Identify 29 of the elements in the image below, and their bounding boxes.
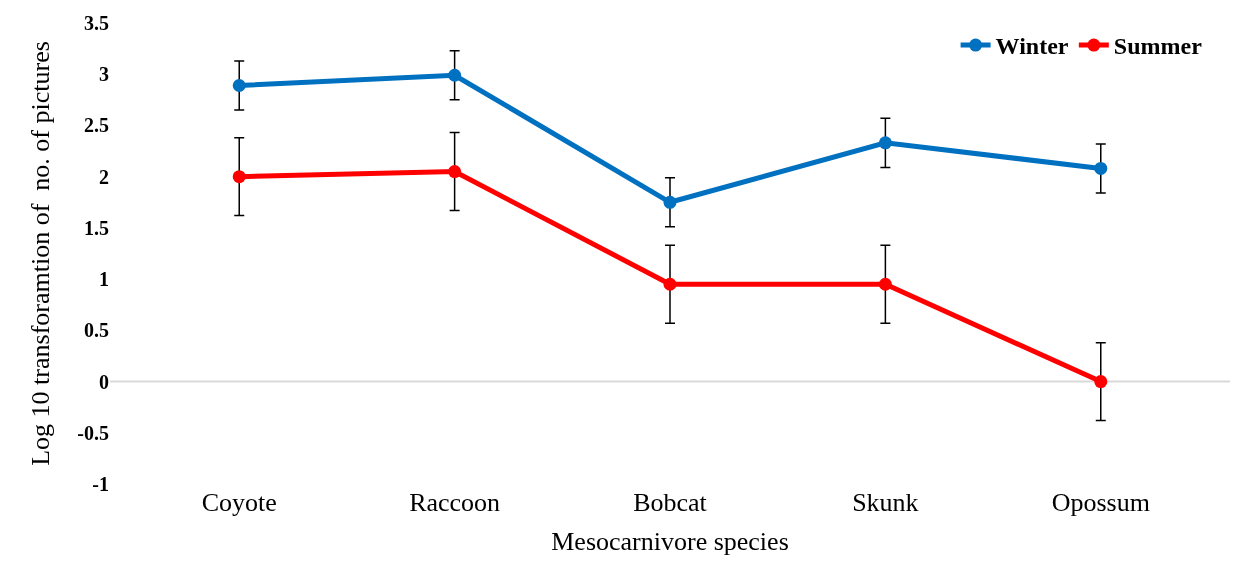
y-tick-label: 2 <box>99 165 109 188</box>
point <box>663 277 677 291</box>
point <box>663 195 677 209</box>
point <box>232 78 246 92</box>
x-tick-label: Coyote <box>201 488 277 517</box>
y-axis-title: Log 10 transforamtion of no. of pictures <box>25 41 55 466</box>
point <box>448 165 462 179</box>
y-tick-label: 0 <box>99 370 109 393</box>
y-tick-label: 1.5 <box>84 216 109 239</box>
point <box>878 136 892 150</box>
point <box>232 170 246 184</box>
y-tick-label: 3 <box>99 63 109 86</box>
point <box>878 277 892 291</box>
y-tick-label: -0.5 <box>77 421 109 444</box>
x-tick-label: Skunk <box>852 488 919 517</box>
y-tick-label: 0.5 <box>84 319 109 342</box>
point <box>448 68 462 82</box>
y-tick-label: 1 <box>99 268 109 291</box>
point <box>1094 161 1108 175</box>
legend-label: Winter <box>995 33 1069 60</box>
y-tick-label: 3.5 <box>84 12 109 34</box>
y-tick-label: -1 <box>92 473 109 495</box>
x-tick-label: Raccoon <box>409 488 501 517</box>
x-tick-label: Opossum <box>1051 488 1150 517</box>
legend-label: Summer <box>1113 33 1203 60</box>
x-tick-label: Bobcat <box>633 488 708 517</box>
y-tick-label: 2.5 <box>84 114 109 137</box>
x-axis-title: Mesocarnivore species <box>551 526 789 556</box>
point <box>1094 375 1108 389</box>
